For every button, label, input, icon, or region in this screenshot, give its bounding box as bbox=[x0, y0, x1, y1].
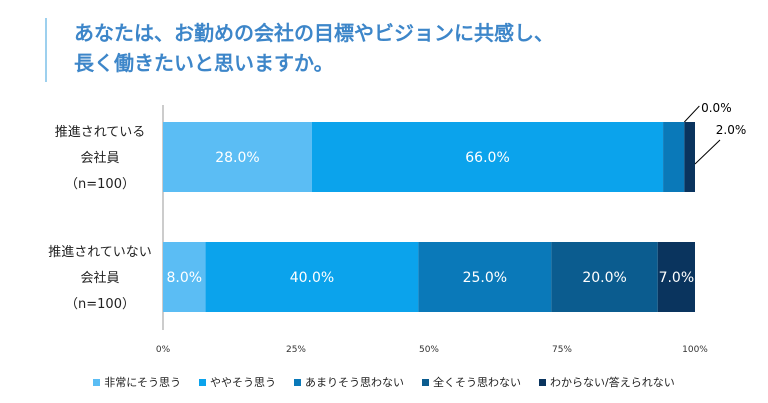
x-tick-label: 25% bbox=[286, 345, 306, 355]
legend-item: ややそう思う bbox=[199, 374, 276, 390]
x-tick-label: 75% bbox=[552, 345, 572, 355]
bar-segment bbox=[657, 242, 695, 312]
legend-label: 全くそう思わない bbox=[433, 376, 522, 389]
leader-line bbox=[694, 139, 721, 165]
data-label: 25.0% bbox=[463, 270, 507, 286]
legend-item: 全くそう思わない bbox=[422, 374, 521, 390]
data-label: 8.0% bbox=[166, 270, 202, 286]
legend-label: ややそう思う bbox=[210, 376, 277, 389]
data-label: 2.0% bbox=[716, 123, 747, 137]
data-label: 20.0% bbox=[582, 270, 626, 286]
data-label: 40.0% bbox=[290, 270, 334, 286]
legend-label: あまりそう思わない bbox=[305, 376, 405, 389]
legend-swatch bbox=[199, 379, 207, 386]
data-label: 66.0% bbox=[465, 150, 509, 166]
category-label: 推進されていない bbox=[48, 245, 152, 260]
legend-swatch bbox=[294, 379, 302, 386]
bar-segment bbox=[551, 242, 658, 312]
legend-item: わからない/答えられない bbox=[539, 374, 675, 390]
bar-segment bbox=[663, 122, 685, 192]
legend-swatch bbox=[422, 379, 430, 386]
legend-label: 非常にそう思う bbox=[104, 376, 182, 389]
chart-title: あなたは、お勤めの会社の目標やビジョンに共感し、 長く働きたいと思いますか。 bbox=[74, 18, 554, 78]
category-label: （n=100） bbox=[65, 177, 135, 192]
title-line-2: 長く働きたいと思いますか。 bbox=[74, 51, 334, 75]
category-label: 会社員 bbox=[80, 150, 119, 166]
category-label: （n=100） bbox=[65, 297, 135, 312]
x-tick-label: 50% bbox=[419, 345, 439, 355]
title-accent-bar bbox=[45, 18, 47, 82]
bar-segment bbox=[205, 242, 419, 312]
legend-item: あまりそう思わない bbox=[294, 374, 404, 390]
bar-segment bbox=[163, 122, 312, 192]
legend-item: 非常にそう思う bbox=[93, 374, 181, 390]
x-tick-label: 0% bbox=[156, 345, 171, 355]
data-label: 0.0% bbox=[701, 101, 732, 115]
category-label: 会社員 bbox=[80, 270, 119, 286]
bar-segment bbox=[311, 122, 664, 192]
legend-label: わからない/答えられない bbox=[550, 376, 675, 389]
bar-segment bbox=[418, 242, 552, 312]
legend-swatch bbox=[93, 379, 101, 386]
data-label: 7.0% bbox=[659, 270, 695, 286]
category-label: 推進されている bbox=[55, 125, 146, 140]
legend-swatch bbox=[539, 379, 547, 386]
bar-segment bbox=[163, 242, 206, 312]
x-tick-label: 100% bbox=[682, 345, 708, 355]
title-line-1: あなたは、お勤めの会社の目標やビジョンに共感し、 bbox=[74, 21, 554, 45]
bar-segment bbox=[684, 122, 695, 192]
data-label: 28.0% bbox=[215, 150, 259, 166]
legend: 非常にそう思う ややそう思う あまりそう思わない 全くそう思わない わからない/答えられ… bbox=[0, 374, 768, 390]
leader-line bbox=[683, 105, 700, 123]
